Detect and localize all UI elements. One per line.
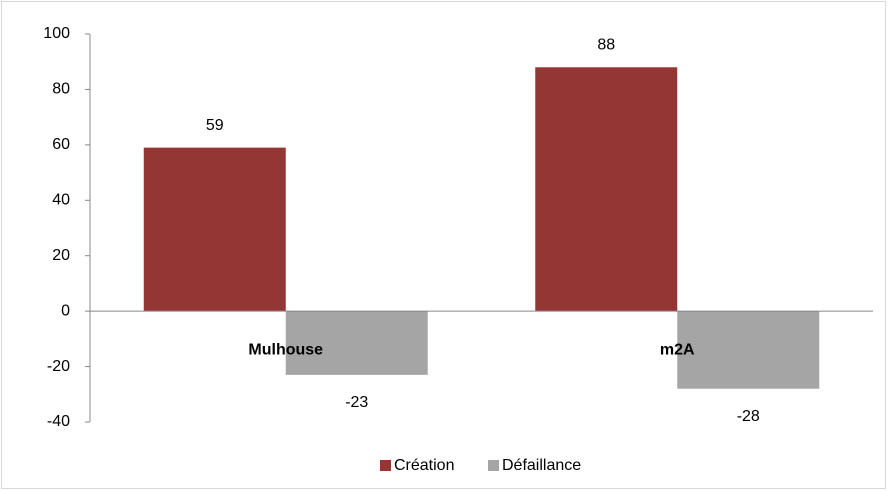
y-tick-label: 60: [52, 136, 70, 153]
legend-label: Création: [394, 457, 454, 474]
data-label: 59: [206, 117, 224, 134]
y-tick-label: -40: [47, 413, 70, 430]
legend-label: Défaillance: [502, 457, 581, 474]
x-tick-label: m2A: [660, 341, 695, 358]
bar: [285, 311, 428, 375]
y-tick-label: 40: [52, 192, 70, 209]
y-tick-label: -20: [47, 358, 70, 375]
y-tick-label: 100: [43, 25, 70, 42]
y-tick-label: 20: [52, 247, 70, 264]
x-tick-label: Mulhouse: [248, 341, 323, 358]
data-label: 88: [597, 36, 615, 53]
legend-swatch: [488, 460, 499, 471]
y-tick-label: 80: [52, 81, 70, 98]
bar: [535, 67, 678, 312]
bar: [677, 311, 820, 389]
bar: [143, 147, 286, 312]
data-label: -28: [737, 408, 760, 425]
y-tick-label: 0: [61, 302, 70, 319]
data-label: -23: [345, 394, 368, 411]
legend-swatch: [380, 460, 391, 471]
